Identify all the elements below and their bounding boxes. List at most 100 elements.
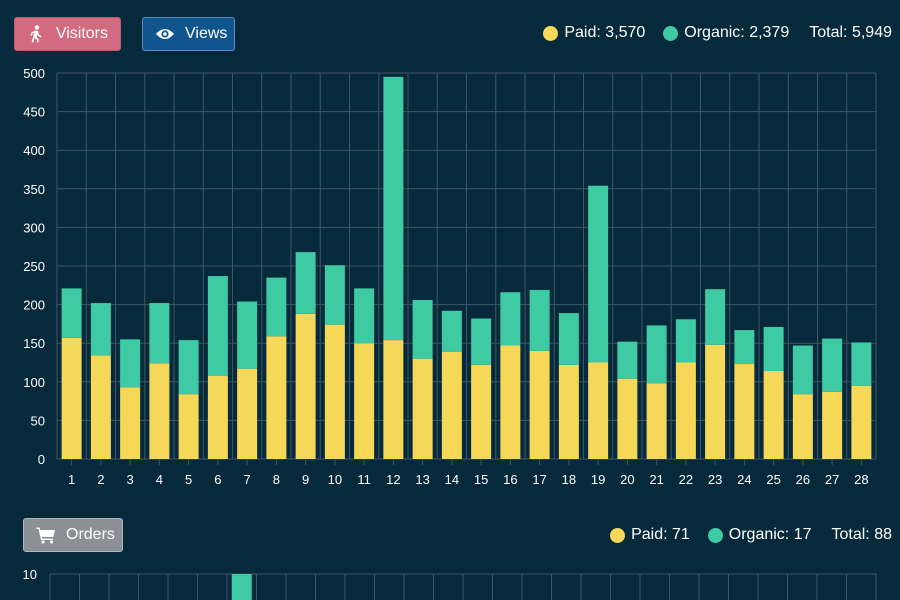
bar-paid[interactable]: [266, 336, 287, 459]
legend-total: Total: 5,949: [809, 24, 892, 42]
bar-organic[interactable]: [617, 341, 638, 379]
x-tick-label: 16: [503, 472, 517, 487]
bar-organic[interactable]: [529, 289, 550, 351]
x-tick-label: 28: [854, 472, 868, 487]
bar-organic[interactable]: [231, 574, 252, 600]
bar-paid[interactable]: [588, 362, 609, 460]
organic-dot-icon: [707, 527, 723, 543]
x-tick-label: 20: [620, 472, 634, 487]
bar-organic[interactable]: [646, 325, 667, 384]
orders-legend-paid[interactable]: Paid: 71: [610, 526, 690, 544]
y-tick-label: 450: [23, 105, 45, 120]
walking-person-icon: [27, 25, 46, 43]
bar-paid[interactable]: [412, 358, 433, 459]
views-button[interactable]: Views: [142, 17, 235, 51]
bar-organic[interactable]: [354, 288, 375, 344]
x-tick-label: 14: [445, 472, 459, 487]
bar-organic[interactable]: [500, 292, 521, 346]
x-tick-label: 19: [591, 472, 605, 487]
bar-paid[interactable]: [705, 344, 726, 459]
bar-paid[interactable]: [178, 394, 199, 459]
bar-paid[interactable]: [792, 394, 813, 459]
orders-button[interactable]: Orders: [23, 518, 123, 552]
views-button-label: Views: [185, 25, 228, 42]
bar-paid[interactable]: [61, 337, 82, 459]
bar-paid[interactable]: [763, 370, 784, 459]
bar-paid[interactable]: [207, 375, 228, 459]
bar-paid[interactable]: [354, 343, 375, 459]
bar-paid[interactable]: [529, 350, 550, 459]
visitors-legend: Paid: 3,570 Organic: 2,379 Total: 5,949: [543, 24, 892, 42]
bar-paid[interactable]: [90, 355, 111, 459]
bar-organic[interactable]: [471, 318, 492, 365]
x-tick-label: 2: [97, 472, 104, 487]
bar-organic[interactable]: [324, 265, 345, 325]
bar-paid[interactable]: [646, 383, 667, 459]
bar-organic[interactable]: [441, 310, 462, 352]
x-tick-label: 6: [214, 472, 221, 487]
legend-organic[interactable]: Organic: 2,379: [663, 24, 789, 42]
x-tick-label: 4: [156, 472, 163, 487]
y-tick-label: 350: [23, 182, 45, 197]
bar-organic[interactable]: [120, 339, 141, 388]
bar-organic[interactable]: [588, 185, 609, 363]
bar-organic[interactable]: [266, 277, 287, 337]
x-tick-label: 1: [68, 472, 75, 487]
x-tick-label: 24: [737, 472, 751, 487]
visitors-button[interactable]: Visitors: [14, 17, 121, 51]
x-tick-label: 9: [302, 472, 309, 487]
bar-paid[interactable]: [617, 378, 638, 459]
y-tick-label: 10: [23, 567, 37, 582]
bar-paid[interactable]: [822, 391, 843, 459]
bar-organic[interactable]: [61, 288, 82, 338]
orders-legend-paid-value: 71: [671, 526, 690, 543]
bar-organic[interactable]: [792, 345, 813, 395]
y-tick-label: 150: [23, 336, 45, 351]
legend-paid-label: Paid:: [564, 24, 601, 41]
orders-legend-total-label: Total:: [831, 526, 870, 543]
x-tick-label: 22: [679, 472, 693, 487]
bar-paid[interactable]: [734, 364, 755, 459]
y-tick-label: 300: [23, 220, 45, 235]
bar-organic[interactable]: [558, 313, 579, 365]
bar-paid[interactable]: [500, 345, 521, 459]
x-tick-label: 26: [796, 472, 810, 487]
y-tick-label: 200: [23, 298, 45, 313]
bar-organic[interactable]: [734, 330, 755, 365]
bar-organic[interactable]: [295, 252, 316, 314]
x-tick-label: 11: [357, 472, 371, 487]
bar-paid[interactable]: [295, 313, 316, 459]
bar-organic[interactable]: [412, 299, 433, 359]
paid-dot-icon: [543, 25, 559, 41]
orders-legend-organic[interactable]: Organic: 17: [707, 526, 812, 544]
bar-organic[interactable]: [237, 301, 258, 369]
bar-paid[interactable]: [558, 364, 579, 459]
bar-paid[interactable]: [120, 387, 141, 459]
bar-organic[interactable]: [822, 338, 843, 392]
bar-paid[interactable]: [383, 340, 404, 459]
bar-organic[interactable]: [178, 340, 199, 395]
bar-paid[interactable]: [149, 363, 170, 459]
bar-organic[interactable]: [763, 326, 784, 371]
organic-dot-icon: [663, 25, 679, 41]
bar-organic[interactable]: [207, 276, 228, 376]
bar-paid[interactable]: [324, 324, 345, 459]
bar-paid[interactable]: [471, 364, 492, 459]
legend-paid[interactable]: Paid: 3,570: [543, 24, 645, 42]
bar-organic[interactable]: [705, 289, 726, 345]
y-tick-label: 100: [23, 375, 45, 390]
bar-organic[interactable]: [383, 76, 404, 341]
bar-paid[interactable]: [441, 351, 462, 459]
bar-paid[interactable]: [675, 362, 696, 460]
bar-organic[interactable]: [851, 342, 872, 386]
bar-organic[interactable]: [149, 303, 170, 364]
x-tick-label: 12: [386, 472, 400, 487]
bar-paid[interactable]: [851, 385, 872, 459]
bar-organic[interactable]: [90, 303, 111, 356]
bar-organic[interactable]: [675, 319, 696, 363]
x-tick-label: 15: [474, 472, 488, 487]
legend-total-value: 5,949: [851, 24, 892, 41]
bar-paid[interactable]: [237, 368, 258, 459]
